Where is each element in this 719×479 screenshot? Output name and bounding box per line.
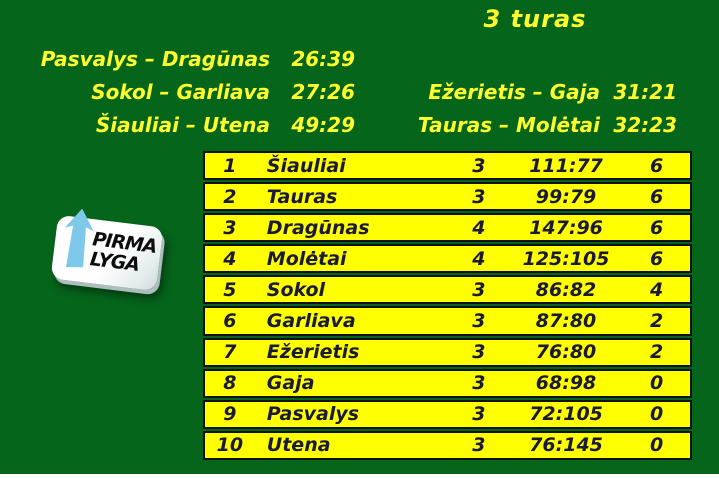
score-cell: 76:80 bbox=[535, 341, 597, 364]
rank-cell: 4 bbox=[223, 247, 237, 270]
table-row: 1 Šiauliai 3 111:77 6 bbox=[203, 151, 692, 181]
score-cell: 72:105 bbox=[529, 403, 603, 426]
table-row: 9 Pasvalys 3 72:105 0 bbox=[203, 399, 692, 429]
standings-table: 1 Šiauliai 3 111:77 6 2 Tauras 3 99:79 6… bbox=[203, 151, 692, 460]
points-cell: 0 bbox=[650, 434, 664, 457]
bottom-edge-strip bbox=[0, 474, 719, 479]
logo-text: PIRMA LYGA bbox=[89, 228, 158, 277]
rank-cell: 5 bbox=[223, 278, 237, 301]
team-cell: Utena bbox=[266, 434, 331, 457]
points-cell: 2 bbox=[650, 310, 664, 333]
match-label: Pasvalys – Dragūnas bbox=[40, 46, 270, 71]
points-cell: 2 bbox=[650, 341, 664, 364]
score-cell: 147:96 bbox=[529, 216, 603, 239]
result-row: Sokol – Garliava 27:26 bbox=[40, 75, 355, 108]
score-cell: 86:82 bbox=[535, 278, 597, 301]
games-cell: 3 bbox=[472, 434, 486, 457]
match-score: 31:21 bbox=[613, 79, 677, 104]
results-right-block: Ežerietis – Gaja 31:21 Tauras – Molėtai … bbox=[400, 75, 677, 141]
team-cell: Garliava bbox=[266, 310, 356, 333]
result-row: Ežerietis – Gaja 31:21 bbox=[400, 75, 677, 108]
points-cell: 6 bbox=[650, 216, 664, 239]
match-score: 26:39 bbox=[291, 46, 355, 71]
games-cell: 3 bbox=[472, 154, 486, 177]
games-cell: 3 bbox=[472, 310, 486, 333]
games-cell: 4 bbox=[472, 216, 486, 239]
table-row: 3 Dragūnas 4 147:96 6 bbox=[203, 213, 692, 243]
rank-cell: 9 bbox=[223, 403, 237, 426]
table-row: 2 Tauras 3 99:79 6 bbox=[203, 182, 692, 212]
games-cell: 3 bbox=[472, 372, 486, 395]
table-row: 5 Sokol 3 86:82 4 bbox=[203, 275, 692, 305]
score-cell: 99:79 bbox=[535, 185, 597, 208]
points-cell: 6 bbox=[650, 247, 664, 270]
team-cell: Tauras bbox=[266, 185, 338, 208]
team-cell: Ežerietis bbox=[266, 341, 360, 364]
rank-cell: 7 bbox=[223, 341, 237, 364]
rank-cell: 2 bbox=[223, 185, 237, 208]
round-title: 3 turas bbox=[483, 5, 587, 33]
pirma-lyga-logo: PIRMA LYGA bbox=[50, 208, 164, 292]
rank-cell: 1 bbox=[223, 154, 237, 177]
match-score: 27:26 bbox=[291, 79, 355, 104]
rank-cell: 6 bbox=[223, 310, 237, 333]
table-row: 8 Gaja 3 68:98 0 bbox=[203, 368, 692, 398]
score-cell: 68:98 bbox=[535, 372, 597, 395]
result-row: Tauras – Molėtai 32:23 bbox=[400, 108, 677, 141]
games-cell: 3 bbox=[472, 185, 486, 208]
score-cell: 87:80 bbox=[535, 310, 597, 333]
results-left-block: Pasvalys – Dragūnas 26:39 Sokol – Garlia… bbox=[40, 42, 355, 141]
games-cell: 4 bbox=[472, 247, 486, 270]
rank-cell: 3 bbox=[223, 216, 237, 239]
team-cell: Pasvalys bbox=[266, 403, 360, 426]
team-cell: Šiauliai bbox=[266, 154, 346, 177]
table-row: 6 Garliava 3 87:80 2 bbox=[203, 306, 692, 336]
rank-cell: 10 bbox=[216, 434, 244, 457]
rank-cell: 8 bbox=[223, 372, 237, 395]
points-cell: 0 bbox=[650, 372, 664, 395]
match-score: 32:23 bbox=[613, 112, 677, 137]
match-label: Tauras – Molėtai bbox=[417, 112, 600, 137]
points-cell: 4 bbox=[650, 278, 664, 301]
team-cell: Molėtai bbox=[266, 247, 347, 270]
match-label: Šiauliai – Utena bbox=[95, 112, 270, 137]
table-row: 10 Utena 3 76:145 0 bbox=[203, 430, 692, 460]
team-cell: Sokol bbox=[266, 278, 326, 301]
up-arrow-icon bbox=[64, 208, 94, 268]
score-cell: 76:145 bbox=[529, 434, 603, 457]
result-row: Pasvalys – Dragūnas 26:39 bbox=[40, 42, 355, 75]
match-score: 49:29 bbox=[291, 112, 355, 137]
result-row: Šiauliai – Utena 49:29 bbox=[40, 108, 355, 141]
match-label: Sokol – Garliava bbox=[91, 79, 270, 104]
match-label: Ežerietis – Gaja bbox=[428, 79, 600, 104]
points-cell: 0 bbox=[650, 403, 664, 426]
table-row: 7 Ežerietis 3 76:80 2 bbox=[203, 337, 692, 367]
table-row: 4 Molėtai 4 125:105 6 bbox=[203, 244, 692, 274]
team-cell: Dragūnas bbox=[266, 216, 370, 239]
games-cell: 3 bbox=[472, 278, 486, 301]
score-cell: 125:105 bbox=[522, 247, 610, 270]
points-cell: 6 bbox=[650, 154, 664, 177]
points-cell: 6 bbox=[650, 185, 664, 208]
games-cell: 3 bbox=[472, 341, 486, 364]
games-cell: 3 bbox=[472, 403, 486, 426]
score-cell: 111:77 bbox=[529, 154, 603, 177]
team-cell: Gaja bbox=[266, 372, 315, 395]
